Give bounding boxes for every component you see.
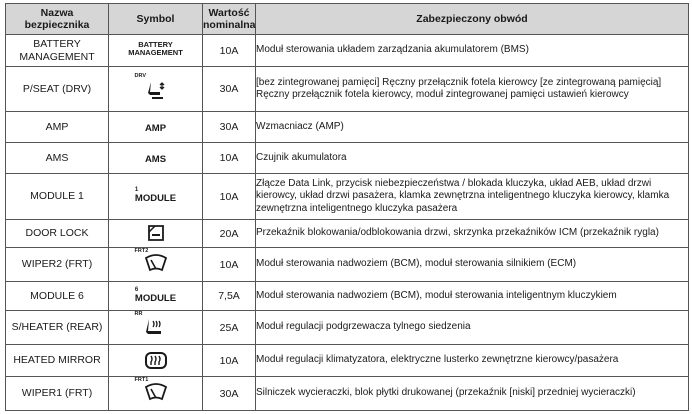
fuse-symbol [108,344,203,377]
protected-circuit: Moduł sterowania nadwoziem (BCM), moduł … [255,247,689,282]
seat-heater-icon [145,319,161,334]
symbol-line1: BATTERY [138,39,173,49]
fuse-symbol: 1 MODULE [108,173,203,220]
fuse-name: AMS [5,142,109,174]
fuse-table: Nazwa bezpiecznika Symbol Wartość nominaln… [5,3,689,411]
table-row: MODULE 1 1 MODULE 10A Złącze Data Link, p… [5,173,689,220]
protected-circuit: Moduł sterowania układem zarządzania aku… [255,34,689,67]
door-lock-icon [147,225,164,242]
symbol-superscript: 1 [134,187,139,193]
protected-circuit: Złącze Data Link, przycisk niebezpieczeń… [255,173,689,220]
fuse-rating: 7,5A [202,281,256,311]
amp-symbol: AMP [144,123,167,134]
symbol-line2: MANAGEMENT [128,48,183,58]
fuse-name: WIPER2 (FRT) [5,247,109,282]
symbol-tag: FRT1 [134,377,149,383]
fuse-symbol [108,219,203,248]
fuse-name: HEATED MIRROR [5,344,109,377]
header-fuse-name-line2: bezpiecznika [24,19,90,31]
battery-management-symbol: BATTERY MANAGEMENT [128,39,183,58]
fuse-name: DOOR LOCK [5,219,109,248]
fuse-rating: 10A [202,344,256,377]
protected-circuit: Moduł regulacji podgrzewacza tylnego sie… [255,310,689,345]
fuse-rating: 10A [202,247,256,282]
fuse-symbol: FRT1 [108,376,203,411]
symbol-label: MODULE [134,193,177,204]
fuse-symbol: AMP [108,111,203,143]
table-row: BATTERY MANAGEMENT BATTERY MANAGEMENT 10A… [5,34,689,67]
fuse-symbol: DRV [108,66,203,112]
fuse-rating: 10A [202,34,256,67]
header-symbol: Symbol [108,3,203,35]
table-row: S/HEATER (REAR) RR 25A Moduł regulacji p… [5,310,689,345]
fuse-symbol: 6 MODULE [108,281,203,311]
fuse-rating: 20A [202,219,256,248]
header-rating: Wartość nominalna [202,3,256,35]
table-row: WIPER1 (FRT) FRT1 30A Silniczek wycierac… [5,376,689,411]
symbol-tag: RR [134,311,143,317]
module-symbol: 1 MODULE [135,187,176,204]
protected-circuit: Wzmacniacz (AMP) [255,111,689,143]
fuse-name: BATTERY MANAGEMENT [5,34,109,67]
protected-circuit: Moduł sterowania nadwoziem (BCM), moduł … [255,281,689,311]
ams-symbol: AMS [144,154,167,165]
fuse-symbol: FRT2 [108,247,203,282]
symbol-label: MODULE [134,292,177,304]
fuse-symbol: AMS [108,142,203,174]
table-row: HEATED MIRROR 10A Moduł regulacji klimat… [5,344,689,377]
table-row: AMP AMP 30A Wzmacniacz (AMP) [5,111,689,143]
fuse-rating: 30A [202,111,256,143]
fuse-symbol: BATTERY MANAGEMENT [108,34,203,67]
fuse-name: P/SEAT (DRV) [5,66,109,112]
protected-circuit: Silniczek wycieraczki, blok płytki druko… [255,376,689,411]
table-row: P/SEAT (DRV) DRV 30A [bez zintegrowanej … [5,66,689,112]
symbol-superscript: 6 [134,286,139,293]
header-protected-circuit: Zabezpieczony obwód [255,3,689,35]
header-fuse-name: Nazwa bezpiecznika [5,3,109,35]
heated-mirror-icon [144,351,167,369]
wiper-icon [144,254,167,272]
fuse-rating: 30A [202,66,256,112]
table-row: DOOR LOCK 20A Przekaźnik blokowania/odbl… [5,219,689,248]
protected-circuit: [bez zintegrowanej pamięci] Ręczny przeł… [255,66,689,112]
symbol-tag: FRT2 [134,248,149,254]
fuse-name: WIPER1 (FRT) [5,376,109,411]
header-rating-line2: nominalna [203,19,256,31]
table-header-row: Nazwa bezpiecznika Symbol Wartość nominaln… [5,3,689,35]
protected-circuit: Przekaźnik blokowania/odblokowania drzwi… [255,219,689,248]
power-seat-icon [147,81,164,99]
table-row: WIPER2 (FRT) FRT2 10A Moduł sterowania n… [5,247,689,282]
fuse-symbol: RR [108,310,203,345]
table-row: MODULE 6 6 MODULE 7,5A Moduł sterowania n… [5,281,689,311]
protected-circuit: Czujnik akumulatora [255,142,689,174]
fuse-name: S/HEATER (REAR) [5,310,109,345]
protected-circuit: Moduł regulacji klimatyzatora, elektrycz… [255,344,689,377]
table-row: AMS AMS 10A Czujnik akumulatora [5,142,689,174]
fuse-name: MODULE 6 [5,281,109,311]
symbol-tag: DRV [134,72,147,79]
fuse-name: AMP [5,111,109,143]
wiper-icon [144,383,167,401]
module-symbol: 6 MODULE [135,287,176,304]
fuse-name: MODULE 1 [5,173,109,220]
header-rating-line1: Wartość [208,7,250,19]
fuse-rating: 30A [202,376,256,411]
fuse-rating: 10A [202,142,256,174]
fuse-rating: 10A [202,173,256,220]
fuse-rating: 25A [202,310,256,345]
header-fuse-name-line1: Nazwa [40,7,74,19]
